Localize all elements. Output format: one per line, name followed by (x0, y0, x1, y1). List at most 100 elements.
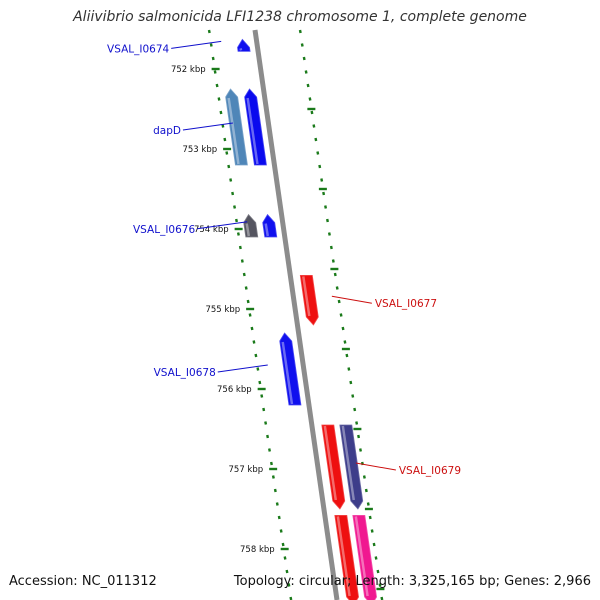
track-dot (271, 475, 275, 479)
track-dot (298, 29, 302, 34)
gene-arrow-highlight (323, 425, 337, 501)
track-dot (264, 421, 268, 425)
track-dot (287, 583, 291, 587)
track-dot (353, 407, 357, 412)
kbp-ruler: 752 kbp 753 kbp 754 kbp 755 kbp 756 kbp 757 k… (171, 65, 289, 555)
track-dot (359, 448, 362, 452)
gene-arrow[interactable] (299, 274, 319, 326)
track-dot (268, 448, 271, 452)
kbp-tick-label: 752 kbp (171, 65, 206, 75)
track-dot (310, 110, 314, 115)
track-dot (312, 124, 316, 128)
track-dot (256, 367, 260, 371)
gene-label-leader (217, 364, 268, 373)
track-dot (221, 124, 225, 128)
track-dot (219, 110, 223, 115)
gene-label-leader (171, 40, 222, 49)
track-dot (351, 394, 355, 398)
track-dot (335, 286, 339, 290)
track-dot (213, 70, 217, 74)
kbp-tick-label: 758 kbp (240, 545, 275, 555)
track-dot (246, 299, 250, 304)
gene-arrow[interactable] (237, 38, 251, 52)
track-dot (250, 326, 254, 331)
track-dot (225, 151, 229, 155)
track-dot (252, 340, 256, 344)
track-dot (341, 326, 345, 331)
gene-labels[interactable]: VSAL_I0674 dapD VSAL_I0676 VSAL_I0677 VSAL_I… (107, 40, 461, 477)
track-dot (273, 488, 277, 493)
track-dot (211, 56, 215, 61)
track-dot (376, 569, 380, 574)
gene-arrow-highlight (227, 97, 240, 165)
track-dot (302, 56, 306, 61)
gene-label[interactable]: dapD (153, 125, 181, 137)
track-dot (217, 97, 221, 101)
track-dot (314, 137, 318, 142)
kbp-tick-label: 755 kbp (205, 305, 240, 315)
gene-arrow-highlight (336, 516, 351, 597)
track-dot (277, 515, 281, 520)
gene-label[interactable]: VSAL_I0677 (375, 298, 437, 310)
track-dot (258, 380, 262, 385)
accession-text: Accession: NC_011312 (9, 574, 157, 589)
track-dot (308, 97, 312, 101)
track-dot (262, 407, 266, 412)
gene-label[interactable]: VSAL_I0674 (107, 43, 169, 55)
track-dot (260, 394, 264, 398)
kbp-tick-label: 753 kbp (182, 145, 217, 155)
gene-arrow-highlight (246, 97, 259, 165)
track-dot (378, 583, 382, 587)
gene-features[interactable] (210, 0, 377, 600)
track-dot (240, 259, 244, 263)
track-dot (357, 434, 361, 439)
gene-label[interactable]: VSAL_I0676 (133, 224, 195, 236)
gene-label[interactable]: VSAL_I0678 (154, 367, 216, 379)
track-dot (339, 313, 343, 317)
gene-arrow-highlight (239, 48, 243, 51)
track-dot (266, 434, 270, 439)
track-dot (316, 151, 320, 155)
track-dot (366, 502, 370, 506)
track-dot (364, 488, 368, 493)
kbp-tick-label: 756 kbp (217, 385, 252, 395)
track-dot (322, 191, 326, 196)
track-dot (306, 83, 310, 88)
track-dot (275, 502, 279, 506)
track-dot (304, 70, 308, 74)
track-dot (345, 353, 349, 358)
gene-label-leader (182, 122, 234, 131)
track-dot (285, 569, 289, 574)
track-dot (283, 556, 287, 560)
genome-summary-text: Topology: circular; Length: 3,325,165 bp… (233, 574, 591, 589)
track-dot (320, 178, 324, 182)
track-dot (215, 83, 219, 88)
track-dot (300, 43, 304, 47)
track-dot (233, 205, 237, 209)
track-dot (236, 232, 240, 236)
gene-label-leader (197, 221, 248, 230)
gene-arrow-highlight (281, 341, 294, 405)
track-dot (326, 218, 329, 223)
track-dot (349, 380, 353, 385)
track-dot (327, 232, 331, 236)
gene-label[interactable]: VSAL_I0679 (399, 465, 461, 477)
track-dot (254, 353, 258, 358)
track-dot (333, 272, 337, 277)
kbp-tick-label: 757 kbp (229, 465, 264, 475)
track-dot (248, 313, 252, 317)
track-dot (207, 29, 211, 34)
track-dot (362, 475, 366, 479)
track-dot (343, 340, 347, 344)
track-dot (235, 218, 238, 223)
track-dot (227, 164, 231, 169)
track-dot (331, 259, 335, 263)
track-dot (281, 542, 285, 547)
track-dot (324, 205, 328, 209)
track-dot (337, 299, 341, 304)
track-dot (355, 421, 359, 425)
track-dot (242, 272, 246, 277)
track-dot (372, 542, 376, 547)
